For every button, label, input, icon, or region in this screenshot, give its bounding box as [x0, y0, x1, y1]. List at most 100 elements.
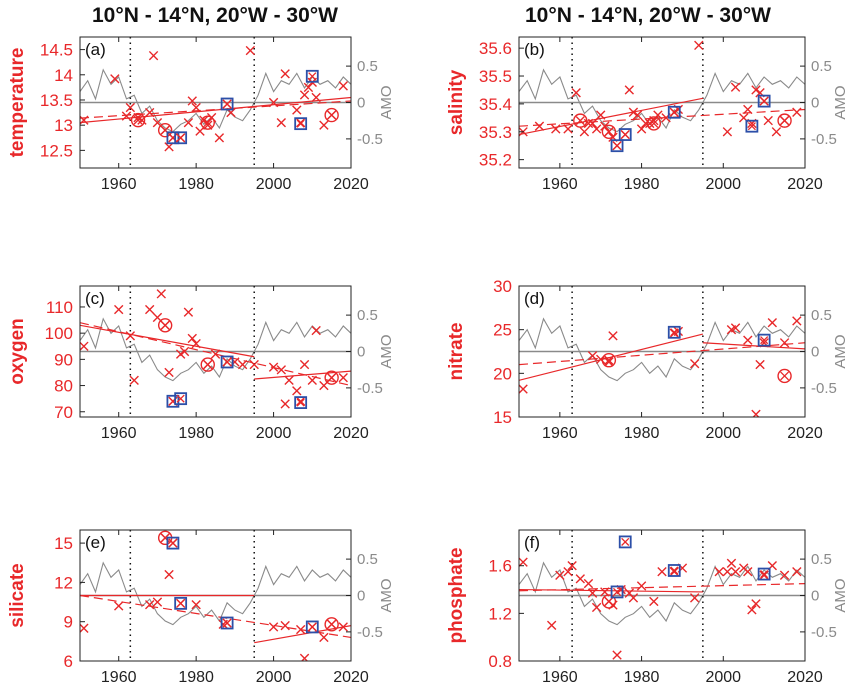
data-point: [563, 566, 573, 577]
marker-stroke: [276, 117, 287, 128]
marker-box: [757, 567, 771, 581]
data-point: [311, 325, 321, 336]
y2-tick-label: -0.5: [811, 131, 837, 148]
y2-tick-label: -0.5: [811, 380, 837, 397]
marker-stroke: [183, 117, 194, 128]
marker-stroke: [129, 375, 139, 386]
marker-stroke: [300, 653, 310, 661]
marker-stroke: [195, 126, 205, 136]
y-tick-label: 12: [54, 573, 73, 592]
panel-label: (f): [524, 533, 540, 552]
y-tick-label: 35.6: [479, 39, 512, 58]
y2-tick-label: 0.5: [357, 551, 378, 568]
marker-stroke: [144, 304, 155, 315]
marker-stroke: [152, 597, 163, 607]
y-tick-label: 70: [54, 403, 73, 422]
marker-stroke: [148, 50, 159, 61]
x-tick-label: 1980: [178, 425, 214, 442]
marker-circle: [573, 113, 588, 128]
panel-label: (c): [85, 289, 105, 308]
marker-box: [305, 620, 319, 634]
boxed-point: [166, 536, 180, 550]
marker-stroke: [164, 569, 174, 580]
data-point: [649, 596, 659, 607]
trend-line-post: [254, 370, 351, 380]
data-point: [280, 620, 290, 631]
boxed-point: [220, 355, 234, 369]
data-point: [694, 40, 704, 51]
y-tick-label: 0.8: [488, 652, 512, 671]
data-point: [295, 117, 306, 128]
marker-stroke: [268, 97, 279, 108]
data-point: [743, 104, 753, 115]
marker-stroke: [555, 570, 565, 580]
data-point: [743, 566, 753, 577]
marker-stroke: [144, 107, 155, 118]
marker-stroke: [226, 107, 236, 118]
y-tick-label: 110: [46, 298, 73, 317]
x-tick-label: 1960: [101, 425, 137, 442]
marker-stroke: [303, 82, 314, 93]
data-point: [608, 331, 618, 341]
marker-circle: [324, 617, 339, 632]
data-point: [137, 115, 147, 125]
data-point: [689, 593, 700, 603]
x-tick-label: 2020: [333, 669, 369, 686]
marker-stroke: [649, 118, 659, 128]
marker-stroke: [144, 599, 155, 610]
marker-stroke: [587, 351, 598, 361]
data-point: [183, 307, 194, 317]
marker-circle: [646, 116, 662, 131]
panel-label: (a): [85, 40, 106, 59]
data-point: [546, 620, 557, 630]
data-point: [144, 599, 155, 610]
marker-stroke: [80, 341, 89, 351]
trend-line-solid: [519, 97, 703, 136]
marker-box: [667, 105, 681, 119]
data-point: [292, 386, 302, 396]
marker-stroke: [621, 130, 630, 139]
marker-stroke: [575, 574, 585, 584]
marker-stroke: [563, 566, 573, 577]
data-point: [636, 581, 647, 591]
marker-stroke: [223, 357, 232, 367]
marker-stroke: [730, 82, 741, 92]
marker-box: [174, 392, 188, 406]
y-tick-label: 13: [54, 116, 73, 135]
marker-stroke: [308, 622, 317, 631]
trend-line-solid: [80, 324, 255, 358]
y-tick-label: 35.4: [479, 95, 512, 114]
marker-stroke: [771, 127, 782, 137]
marker-stroke: [152, 117, 163, 128]
data-point: [299, 359, 310, 370]
data-point: [319, 120, 329, 130]
data-point: [657, 566, 667, 577]
marker-box: [610, 139, 624, 153]
marker-stroke: [191, 102, 201, 113]
marker-stroke: [110, 74, 120, 84]
marker-stroke: [792, 316, 802, 326]
data-point: [338, 622, 348, 632]
circled-point: [777, 368, 792, 384]
y2-tick-label: -0.5: [357, 380, 383, 397]
data-point: [575, 574, 585, 584]
marker-box: [220, 97, 234, 111]
data-point: [187, 333, 197, 344]
marker-box: [166, 131, 180, 145]
y2-axis-label: AMO: [832, 578, 849, 612]
data-point: [792, 107, 802, 117]
marker-stroke: [760, 97, 769, 106]
marker-stroke: [722, 566, 733, 577]
y-axis-label: salinity: [446, 69, 467, 135]
y-axis-label: oxygen: [7, 318, 28, 385]
data-point: [268, 97, 279, 108]
y2-tick-label: 0: [811, 588, 819, 605]
data-point: [747, 605, 757, 615]
boxed-point: [667, 105, 681, 119]
marker-stroke: [760, 336, 769, 345]
y-axis-label: silicate: [7, 563, 28, 627]
data-point: [612, 650, 622, 660]
y-tick-label: 25: [493, 321, 512, 340]
marker-stroke: [780, 371, 790, 381]
marker-stroke: [168, 539, 177, 548]
